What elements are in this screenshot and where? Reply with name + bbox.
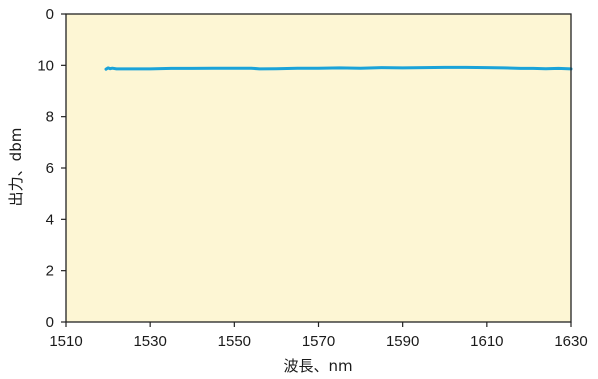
plot-area bbox=[66, 14, 571, 322]
x-tick-label: 1570 bbox=[302, 333, 335, 350]
y-tick-label: 8 bbox=[46, 109, 54, 126]
y-tick-label: 2 bbox=[46, 263, 54, 280]
y-tick-label: 4 bbox=[46, 211, 54, 228]
x-tick-label: 1590 bbox=[386, 333, 419, 350]
x-axis-title: 波長、nm bbox=[283, 357, 352, 375]
y-axis-title: 出力、dbm bbox=[7, 128, 25, 207]
y-tick-label: 0 bbox=[46, 314, 54, 331]
axis-layer bbox=[61, 13, 572, 327]
x-tick-label: 1610 bbox=[470, 333, 503, 350]
x-tick-label: 1630 bbox=[554, 333, 587, 350]
x-tick-label: 1510 bbox=[49, 333, 82, 350]
y-tick-label: 6 bbox=[46, 160, 54, 177]
x-tick-label: 1550 bbox=[218, 333, 251, 350]
y-tick-label: 0 bbox=[46, 6, 54, 23]
x-tick-label: 1530 bbox=[133, 333, 166, 350]
x-tick-labels: 1510 1530 1550 1570 1590 1610 1630 bbox=[49, 333, 587, 350]
y-tick-label: 10 bbox=[37, 57, 54, 74]
y-tick-labels: 0 2 4 6 8 10 0 bbox=[37, 6, 54, 331]
series-line bbox=[104, 65, 573, 71]
series-layer bbox=[104, 65, 573, 71]
